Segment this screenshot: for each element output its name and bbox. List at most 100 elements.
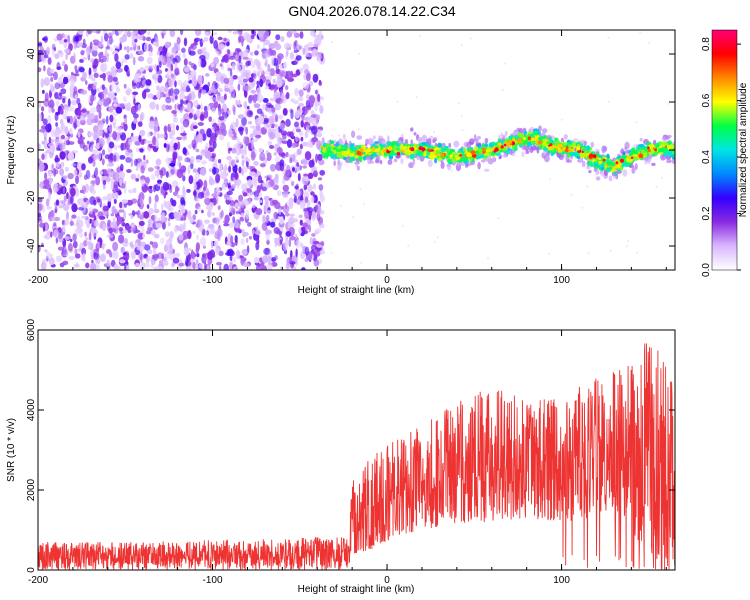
noise-blob <box>163 253 171 260</box>
noise-blob <box>293 32 300 38</box>
noise-speck <box>639 31 642 34</box>
noise-blob <box>292 217 296 221</box>
noise-blob <box>55 142 58 148</box>
noise-blob <box>119 201 123 209</box>
spectrogram-ylabel: Frequency (Hz) <box>6 116 17 185</box>
noise-blob <box>233 219 239 229</box>
noise-blob <box>127 149 133 153</box>
signal-band <box>330 155 336 159</box>
noise-blob <box>38 67 42 73</box>
noise-blob <box>232 31 238 35</box>
noise-blob <box>85 237 89 241</box>
signal-peak <box>421 147 426 152</box>
noise-blob <box>212 126 219 131</box>
signal-band <box>659 141 663 144</box>
noise-blob <box>139 129 146 137</box>
noise-blob <box>264 199 269 208</box>
noise-blob <box>63 34 69 41</box>
signal-halo <box>633 144 637 149</box>
noise-speck <box>504 62 507 65</box>
noise-blob <box>91 118 97 124</box>
noise-blob <box>281 152 286 159</box>
signal-halo <box>404 139 409 143</box>
noise-blob <box>111 192 116 200</box>
noise-blob <box>72 240 78 249</box>
noise-blob <box>267 140 273 146</box>
signal-peak <box>508 139 513 144</box>
noise-blob <box>174 62 178 69</box>
noise-blob <box>178 233 184 241</box>
noise-blob <box>139 30 147 34</box>
noise-blob <box>157 166 160 171</box>
spectrogram-ytick-label: 40 <box>26 48 37 60</box>
noise-blob <box>192 168 198 173</box>
noise-blob <box>164 231 170 238</box>
noise-blob <box>100 35 104 44</box>
noise-blob <box>231 63 236 71</box>
noise-blob <box>143 42 149 53</box>
noise-blob <box>226 41 230 47</box>
noise-blob <box>108 126 113 132</box>
signal-band <box>587 160 591 164</box>
noise-blob <box>169 30 176 38</box>
noise-blob <box>145 79 152 86</box>
noise-speck <box>433 240 436 243</box>
signal-band <box>357 156 364 160</box>
noise-blob <box>55 236 59 244</box>
noise-blob <box>245 126 248 135</box>
noise-blob <box>266 239 270 245</box>
noise-blob <box>67 106 75 112</box>
noise-blob <box>254 50 259 56</box>
noise-blob <box>298 102 305 108</box>
noise-blob <box>315 89 318 95</box>
noise-blob <box>43 131 48 138</box>
signal-halo <box>440 161 445 169</box>
signal-halo <box>538 125 542 132</box>
noise-blob <box>230 159 236 167</box>
noise-blob <box>80 89 88 95</box>
noise-blob <box>259 152 266 162</box>
noise-blob <box>264 62 268 66</box>
noise-blob <box>112 30 115 35</box>
noise-blob <box>41 106 45 112</box>
noise-blob <box>180 98 184 106</box>
signal-halo <box>432 139 436 143</box>
noise-blob <box>285 92 290 100</box>
noise-blob <box>77 131 81 138</box>
noise-blob <box>92 149 99 155</box>
noise-blob <box>285 50 289 57</box>
signal-band <box>437 142 443 148</box>
noise-blob <box>46 67 52 76</box>
noise-blob <box>69 40 73 44</box>
noise-blob <box>223 54 229 63</box>
noise-blob <box>57 231 63 240</box>
noise-blob <box>112 130 118 141</box>
noise-blob <box>255 134 262 139</box>
noise-blob <box>313 34 317 38</box>
noise-blob <box>74 188 80 197</box>
signal-band <box>626 159 633 163</box>
signal-band <box>462 147 467 152</box>
signal-halo <box>504 130 508 137</box>
noise-blob <box>76 97 81 105</box>
signal-band <box>372 154 378 157</box>
noise-blob <box>159 92 165 98</box>
noise-blob <box>170 73 174 79</box>
noise-blob <box>106 259 111 267</box>
noise-blob <box>76 225 82 235</box>
noise-blob <box>44 224 48 232</box>
noise-blob <box>51 163 55 171</box>
noise-blob <box>283 61 287 69</box>
signal-band <box>664 152 668 157</box>
noise-blob <box>88 207 94 215</box>
noise-blob <box>306 141 313 148</box>
noise-blob <box>217 36 223 41</box>
noise-blob <box>64 166 69 172</box>
noise-blob <box>92 45 99 52</box>
noise-blob <box>140 261 145 270</box>
noise-blob <box>69 220 74 227</box>
noise-blob <box>237 83 241 91</box>
noise-blob <box>155 139 159 148</box>
noise-blob <box>281 140 288 144</box>
